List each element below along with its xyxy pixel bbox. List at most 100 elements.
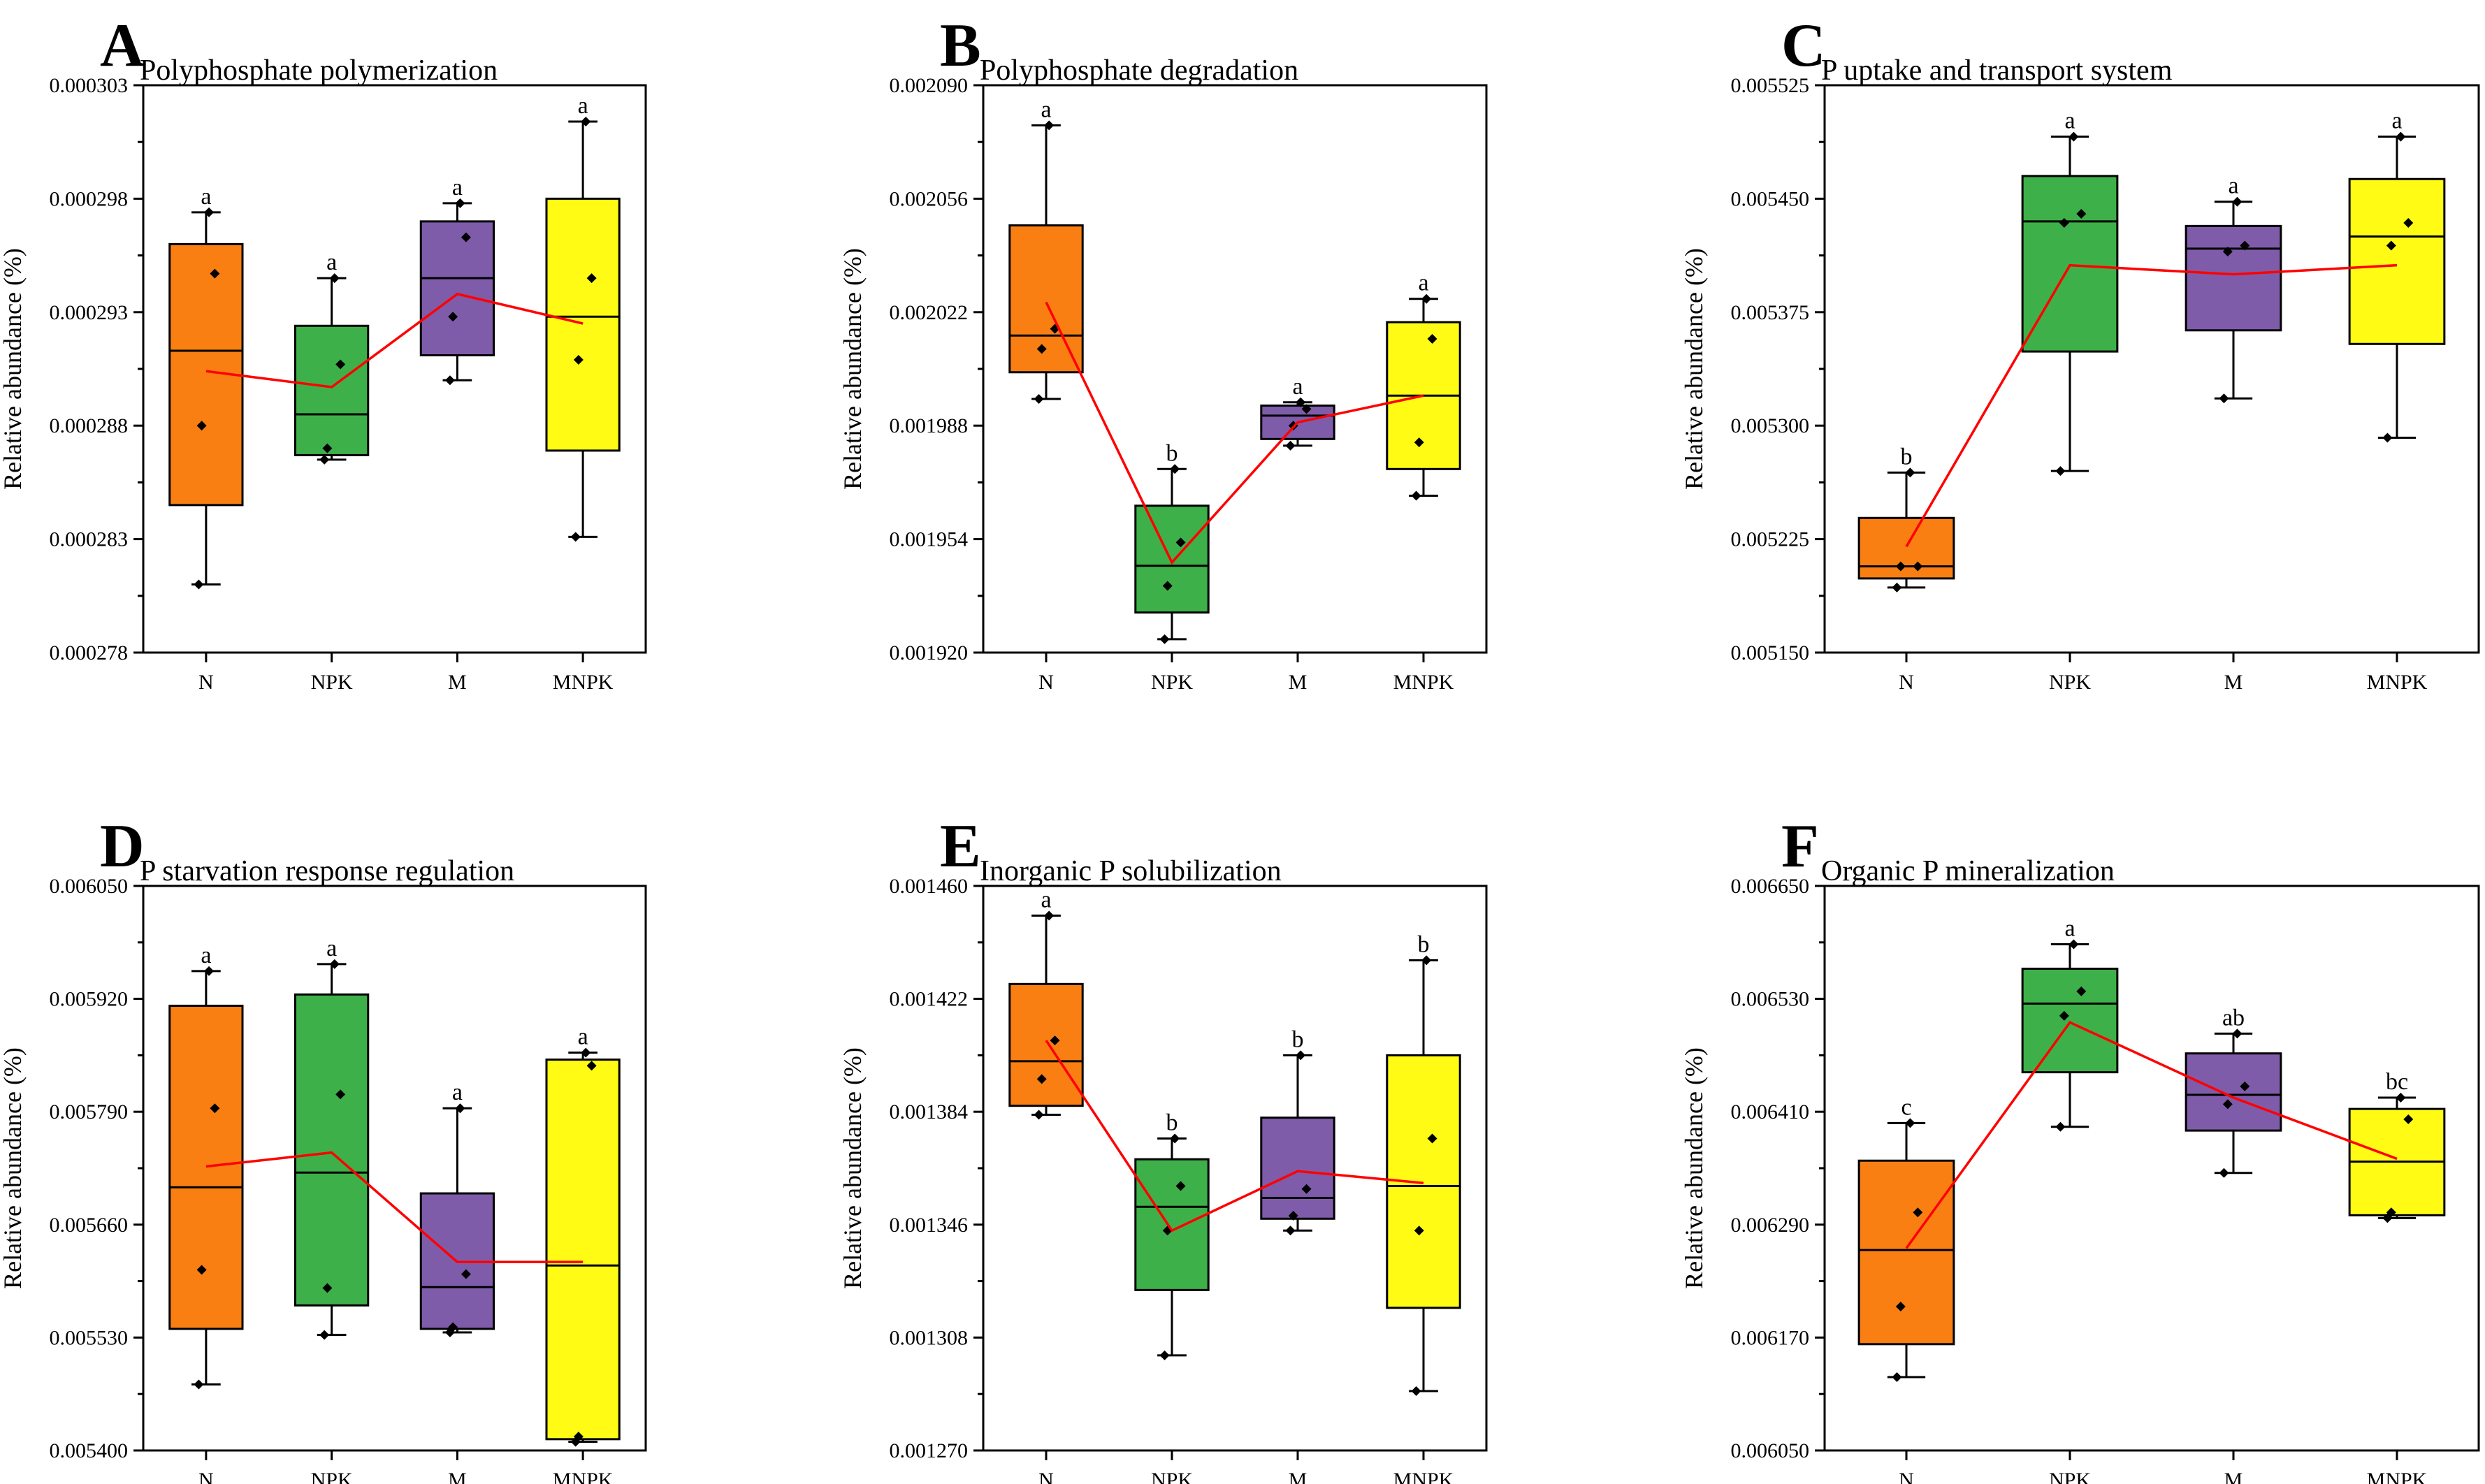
data-point <box>1162 581 1173 591</box>
panel-letter: D <box>100 813 145 880</box>
x-category-label: M <box>1289 671 1307 694</box>
box-iqr <box>545 1059 621 1441</box>
data-point <box>2069 939 2079 950</box>
data-point <box>2076 209 2087 219</box>
significance-letter: a <box>452 1079 463 1105</box>
data-point <box>1414 437 1424 448</box>
significance-letter: c <box>1901 1094 1911 1120</box>
y-tick-label: 0.001270 <box>890 1439 969 1462</box>
box-iqr <box>2185 224 2282 332</box>
data-point <box>1427 1133 1437 1144</box>
data-point <box>1044 120 1055 131</box>
data-point <box>455 1103 465 1114</box>
box-group-mnpk: a <box>1386 270 1461 501</box>
data-point <box>204 966 215 976</box>
box-iqr <box>1008 224 1084 374</box>
y-tick-label: 0.005150 <box>1731 641 1810 664</box>
data-point <box>322 1283 333 1293</box>
y-tick-label: 0.006170 <box>1731 1326 1810 1349</box>
data-point <box>2232 196 2243 207</box>
data-point <box>570 532 581 542</box>
box-iqr <box>2348 177 2446 345</box>
significance-letter: a <box>1418 270 1428 296</box>
panel-title: P uptake and transport system <box>1821 54 2173 87</box>
data-point <box>2403 218 2414 228</box>
significance-letter: a <box>452 175 463 201</box>
data-point <box>1288 1211 1298 1221</box>
box-iqr <box>2021 175 2119 353</box>
data-point <box>204 207 215 217</box>
data-point <box>1301 1184 1312 1194</box>
data-point <box>1411 1385 1421 1396</box>
data-point <box>2386 240 2396 251</box>
data-point <box>455 198 465 208</box>
data-point <box>2240 240 2250 251</box>
x-category-label: NPK <box>1151 1469 1193 1484</box>
box-iqr <box>1857 516 1955 580</box>
data-point <box>1892 1372 1902 1382</box>
y-tick-label: 0.001308 <box>890 1326 969 1349</box>
box-group-mnpk: b <box>1386 931 1461 1396</box>
y-tick-label: 0.005920 <box>50 988 129 1011</box>
y-tick-label: 0.001384 <box>890 1100 969 1123</box>
data-point <box>1895 561 1906 572</box>
x-category-label: MNPK <box>2367 671 2428 694</box>
data-point <box>1170 464 1180 474</box>
x-category-label: N <box>198 1469 214 1484</box>
y-tick-label: 0.001988 <box>890 414 969 437</box>
data-point <box>1913 1207 1923 1218</box>
box-group-n: a <box>168 943 244 1390</box>
panel-letter: F <box>1781 813 1819 880</box>
significance-letter: a <box>1041 96 1051 122</box>
box-group-m: a <box>2185 173 2282 404</box>
data-point <box>2059 218 2069 228</box>
y-tick-label: 0.006530 <box>1731 988 1810 1011</box>
box-iqr <box>1008 982 1084 1107</box>
box-group-n: b <box>1857 444 1955 592</box>
data-point <box>2382 432 2393 443</box>
box-iqr <box>1134 1158 1210 1291</box>
data-point <box>448 312 458 322</box>
panel-title: Polyphosphate polymerization <box>140 54 498 87</box>
y-tick-label: 0.005400 <box>50 1439 129 1462</box>
significance-letter: a <box>2064 108 2075 134</box>
box-group-mnpk: bc <box>2348 1069 2446 1223</box>
data-point <box>1036 1074 1047 1084</box>
data-point <box>1421 293 1432 304</box>
box-group-m: a <box>419 1079 495 1337</box>
box-group-mnpk: a <box>545 1024 621 1447</box>
y-axis-title: Relative abundance (%) <box>839 248 867 490</box>
data-point <box>2055 466 2066 477</box>
data-point <box>1044 910 1055 921</box>
y-tick-label: 0.005225 <box>1731 528 1810 551</box>
y-tick-label: 0.006050 <box>1731 1439 1810 1462</box>
y-tick-label: 0.006410 <box>1731 1100 1810 1123</box>
x-category-label: M <box>2224 1469 2243 1484</box>
data-point <box>319 1330 330 1340</box>
y-axis-title: Relative abundance (%) <box>0 1047 27 1289</box>
data-point <box>444 1327 455 1337</box>
box-group-m: a <box>419 175 495 386</box>
significance-letter: a <box>578 93 588 119</box>
data-point <box>2069 131 2079 142</box>
data-point <box>570 1436 581 1447</box>
significance-letter: a <box>2391 108 2402 134</box>
data-point <box>329 273 340 284</box>
data-point <box>581 1047 591 1058</box>
x-category-label: MNPK <box>1393 1469 1454 1484</box>
box-group-m: ab <box>2185 1005 2282 1178</box>
box-iqr <box>1857 1159 1955 1346</box>
panel-letter: A <box>100 12 145 80</box>
data-point <box>1034 1110 1044 1120</box>
x-category-label: MNPK <box>1393 671 1454 694</box>
data-point <box>581 116 591 126</box>
significance-letter: a <box>578 1024 588 1050</box>
x-category-label: MNPK <box>553 1469 614 1484</box>
box-iqr <box>1134 504 1210 614</box>
data-point <box>2382 1213 2393 1223</box>
y-tick-label: 0.001346 <box>890 1214 969 1237</box>
data-point <box>461 232 471 242</box>
y-tick-label: 0.002056 <box>890 187 969 210</box>
data-point <box>1905 467 1915 478</box>
data-point <box>2219 393 2229 404</box>
